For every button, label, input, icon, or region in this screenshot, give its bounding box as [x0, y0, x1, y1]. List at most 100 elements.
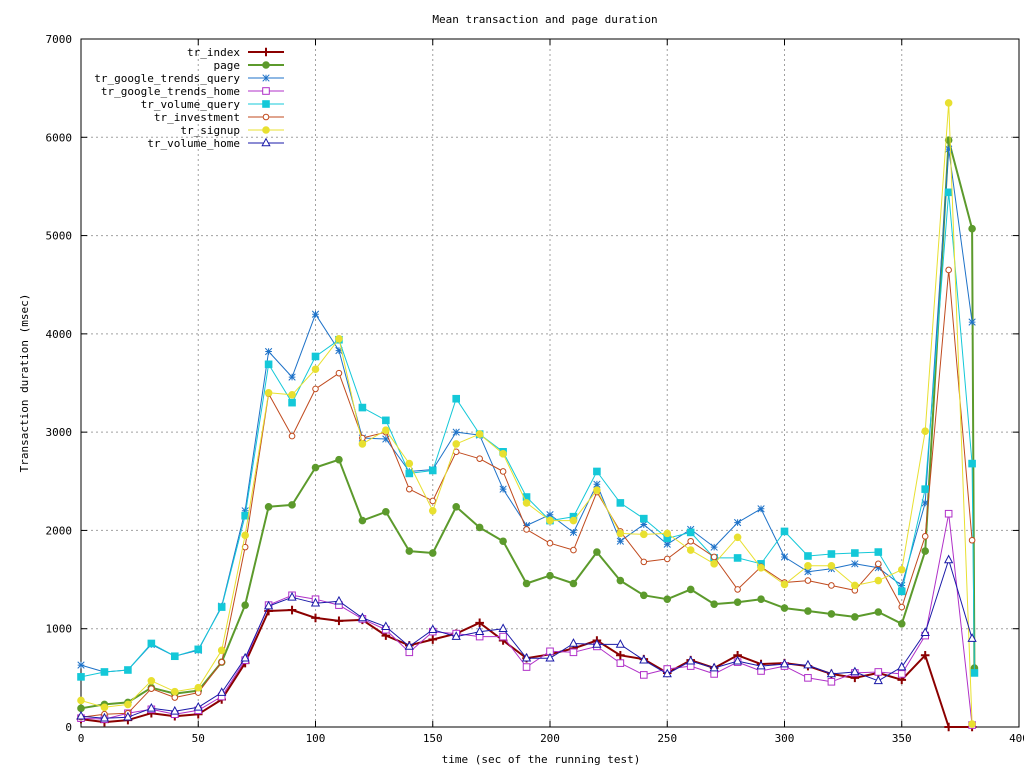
y-tick-label: 2000	[46, 524, 73, 537]
data-point-tr_volume_query	[944, 188, 953, 197]
data-point-tr_volume_home	[334, 595, 344, 605]
data-point-tr_google_trends_home	[405, 648, 414, 657]
data-point-tr_google_trends_home	[897, 670, 906, 678]
data-point-tr_signup	[546, 516, 554, 525]
data-point-tr_signup	[944, 99, 953, 107]
legend-item-tr_index: tr_index	[187, 46, 284, 59]
data-point-tr_volume_home	[803, 659, 813, 669]
data-point-tr_signup	[757, 563, 765, 572]
legend-item-tr_volume_query: tr_volume_query	[141, 98, 284, 111]
legend-label: tr_google_trends_query	[94, 72, 240, 85]
data-point-tr_volume_home	[310, 597, 321, 607]
data-point-tr_google_trends_query	[921, 499, 929, 507]
data-point-tr_signup	[77, 696, 85, 705]
data-point-tr_signup	[827, 562, 836, 570]
data-point-tr_volume_query	[194, 645, 203, 654]
data-point-tr_volume_home	[944, 554, 954, 564]
data-point-tr_volume_query	[405, 469, 414, 478]
data-point-tr_signup	[171, 687, 179, 696]
data-point-tr_volume_query	[616, 499, 625, 507]
data-point-tr_signup	[335, 334, 343, 343]
data-point-page	[733, 598, 742, 606]
y-tick-label: 4000	[46, 328, 73, 341]
data-point-tr_volume_query	[288, 398, 296, 407]
data-point-tr_volume_query	[874, 548, 883, 556]
data-point-tr_signup	[124, 700, 132, 709]
y-tick-label: 7000	[46, 33, 73, 46]
legend-swatch-marker	[262, 126, 270, 134]
data-point-tr_signup	[264, 389, 273, 397]
data-point-tr_volume_query	[921, 485, 930, 493]
data-point-tr_investment	[429, 497, 437, 505]
data-point-tr_index	[428, 635, 438, 644]
data-point-tr_investment	[640, 558, 648, 566]
legend: tr_indexpagetr_google_trends_querytr_goo…	[94, 46, 284, 150]
x-tick-label: 300	[775, 732, 795, 745]
data-point-tr_signup	[217, 646, 226, 655]
data-point-tr_investment	[218, 658, 225, 666]
data-point-tr_signup	[616, 529, 625, 538]
data-point-tr_volume_home	[123, 711, 133, 721]
data-point-tr_volume_query	[147, 639, 156, 648]
data-point-tr_volume_home	[404, 641, 414, 650]
data-point-tr_volume_home	[873, 675, 883, 685]
data-point-tr_investment	[663, 555, 671, 563]
data-point-tr_volume_query	[382, 416, 390, 425]
data-point-tr_google_trends_home	[522, 663, 531, 671]
data-point-tr_signup	[358, 440, 367, 448]
data-point-page	[358, 516, 367, 525]
data-point-tr_volume_query	[77, 673, 85, 681]
data-point-tr_google_trends_query	[898, 581, 906, 590]
data-point-tr_signup	[194, 683, 203, 692]
legend-swatch-marker	[262, 113, 270, 121]
data-point-tr_signup	[686, 546, 695, 554]
legend-item-tr_investment: tr_investment	[154, 111, 284, 124]
data-point-tr_signup	[288, 390, 296, 399]
data-point-tr_investment	[687, 537, 695, 545]
data-point-tr_google_trends_query	[546, 511, 554, 519]
data-point-tr_signup	[733, 533, 742, 542]
data-point-tr_index	[616, 650, 625, 660]
data-point-tr_google_trends_query	[335, 346, 343, 355]
data-point-page	[382, 507, 390, 516]
data-point-tr_volume_home	[662, 668, 672, 678]
data-point-tr_google_trends_home	[804, 674, 812, 682]
data-point-tr_investment	[828, 582, 835, 589]
data-point-tr_investment	[288, 432, 296, 440]
data-point-tr_google_trends_query	[382, 435, 390, 443]
data-point-tr_investment	[570, 546, 577, 554]
data-point-tr_volume_home	[451, 631, 461, 640]
data-point-tr_volume_home	[897, 661, 907, 671]
data-point-tr_volume_home	[545, 652, 555, 662]
data-point-tr_volume_query	[804, 552, 812, 560]
data-point-tr_volume_query	[780, 527, 789, 536]
x-tick-label: 250	[657, 732, 677, 745]
data-point-tr_signup	[640, 530, 648, 539]
data-point-tr_signup	[100, 703, 109, 712]
data-point-tr_investment	[734, 586, 741, 593]
data-point-tr_google_trends_query	[452, 428, 460, 436]
data-point-tr_volume_home	[779, 658, 790, 668]
legend-item-tr_google_trends_home: tr_google_trends_home	[101, 85, 284, 98]
data-point-tr_volume_query	[358, 403, 367, 412]
data-point-tr_volume_query	[217, 603, 226, 611]
data-point-tr_volume_home	[756, 660, 766, 670]
data-point-tr_google_trends_query	[663, 540, 671, 548]
data-point-tr_signup	[851, 581, 859, 590]
data-point-tr_volume_home	[521, 652, 532, 662]
data-point-tr_index	[287, 605, 297, 615]
data-point-tr_volume_home	[99, 712, 110, 722]
data-point-tr_google_trends_query	[264, 347, 273, 356]
legend-swatch-marker	[262, 74, 270, 82]
data-point-tr_investment	[921, 533, 929, 540]
data-point-tr_google_trends_query	[593, 480, 601, 488]
data-point-tr_google_trends_home	[874, 668, 883, 676]
data-point-tr_google_trends_query	[780, 553, 789, 561]
x-tick-label: 0	[78, 732, 85, 745]
legend-item-tr_signup: tr_signup	[180, 124, 284, 137]
data-point-page	[264, 503, 273, 511]
data-point-tr_volume_home	[850, 666, 860, 676]
data-point-tr_volume_home	[357, 612, 368, 622]
data-point-page	[897, 620, 906, 628]
data-point-tr_investment	[148, 685, 155, 692]
